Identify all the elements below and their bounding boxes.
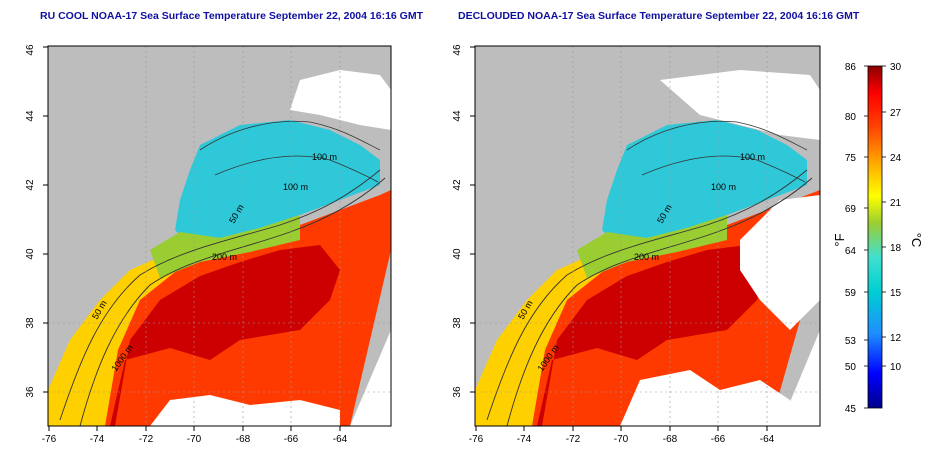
left-panel-title: RU COOL NOAA-17 Sea Surface Temperature … [40,10,424,22]
fahrenheit-tick: 64 [845,246,857,257]
celsius-tick: 18 [890,243,902,254]
lon-tick-label: -64 [333,434,348,445]
lat-tick-label: 46 [25,44,36,56]
tick-marks [43,46,341,431]
lon-tick-label: -72 [566,434,581,445]
lon-tick-label: -68 [236,434,251,445]
map-frame [47,45,392,427]
celsius-tick: 10 [890,362,902,373]
right-sst-map: 100 m 100 m 50 m 200 m 50 m 1000 m -76 -… [452,44,821,445]
lat-tick-label: 44 [25,110,36,122]
isobath-contour [59,169,381,421]
celsius-tick: 12 [890,333,902,344]
lat-tick-label: 46 [452,44,463,56]
fahrenheit-tick: 69 [845,204,857,215]
cloud-patch-north [290,70,391,130]
lat-tick-label: 42 [25,179,36,191]
isobath-contour [641,155,806,183]
lon-tick-label: -74 [90,434,105,445]
lon-tick-label: -74 [517,434,532,445]
cloud-patch-south [620,370,800,426]
lon-tick-label: -72 [139,434,154,445]
lat-tick-label: 38 [25,317,36,329]
cloud-patch-southeast [780,330,820,426]
fahrenheit-tick: 53 [845,336,857,347]
lat-tick-label: 38 [452,317,463,329]
cool-gulf-of-maine-water [175,120,380,245]
contour-label: 100 m [740,152,765,162]
lon-tick-label: -76 [42,434,57,445]
lon-tick-label: -70 [614,434,629,445]
celsius-tick: 27 [890,108,902,119]
fahrenheit-tick: 59 [845,288,857,299]
lon-tick-label: -68 [663,434,678,445]
contour-label: 100 m [312,152,337,162]
shelf-water-region [48,210,300,426]
lon-tick-label: -64 [760,434,775,445]
gulf-stream-core [537,245,767,426]
isobath-contour [626,120,808,151]
lat-tick-label: 40 [452,248,463,260]
fahrenheit-tick: 75 [845,153,857,164]
isobath-contour [199,120,381,151]
sst-colorbar: 86 80 75 69 64 59 53 50 45 30 27 24 21 1… [832,62,924,415]
fahrenheit-tick: 45 [845,404,857,415]
colorbar-ticks [864,65,886,409]
green-transition-water [150,215,300,278]
isobath-contour [79,177,386,426]
celsius-tick: 15 [890,288,902,299]
fahrenheit-unit-label: °F [832,233,847,246]
right-panel-title: DECLOUDED NOAA-17 Sea Surface Temperatur… [458,10,860,22]
isobath-contour [214,155,379,183]
celsius-unit-label: °C [909,233,924,248]
shelf-water-region [475,210,727,426]
lat-tick-label: 36 [25,386,36,398]
lat-tick-label: 42 [452,179,463,191]
fahrenheit-tick: 50 [845,362,857,373]
lon-tick-label: -70 [187,434,202,445]
cloud-patch-north [660,70,820,140]
lat-tick-label: 40 [25,248,36,260]
colorbar-gradient [867,65,883,409]
lat-axis: 36 38 40 42 44 46 [25,44,36,398]
gulf-stream-core [110,245,340,426]
fahrenheit-tick: 80 [845,112,857,123]
lon-tick-label: -66 [711,434,726,445]
cool-gulf-of-maine-water [602,120,807,245]
cloud-patch-south [150,395,340,426]
lon-axis: -76 -74 -72 -70 -68 -66 -64 [42,434,348,445]
lon-axis: -76 -74 -72 -70 -68 -66 -64 [469,434,775,445]
celsius-tick: 30 [890,62,902,73]
tick-marks [470,46,768,431]
fahrenheit-tick: 86 [845,62,857,73]
contour-label: 100 m [711,182,736,192]
green-transition-water [577,215,727,278]
lon-tick-label: -76 [469,434,484,445]
cloud-patch-east [740,195,820,330]
lon-tick-label: -66 [284,434,299,445]
contour-label: 100 m [283,182,308,192]
cloud-patch-east [350,330,391,426]
contour-label: 200 m [212,252,237,262]
map-frame [474,45,821,427]
lat-axis: 36 38 40 42 44 46 [452,44,463,398]
celsius-tick: 24 [890,153,902,164]
celsius-tick: 21 [890,198,902,209]
lat-tick-label: 44 [452,110,463,122]
isobath-contour [506,177,813,426]
graticule [475,46,820,426]
isobath-contour [486,169,808,421]
left-sst-map: 100 m 100 m 50 m 200 m 50 m 1000 m -76 -… [25,44,392,445]
graticule [48,46,391,426]
contour-label: 200 m [634,252,659,262]
lat-tick-label: 36 [452,386,463,398]
